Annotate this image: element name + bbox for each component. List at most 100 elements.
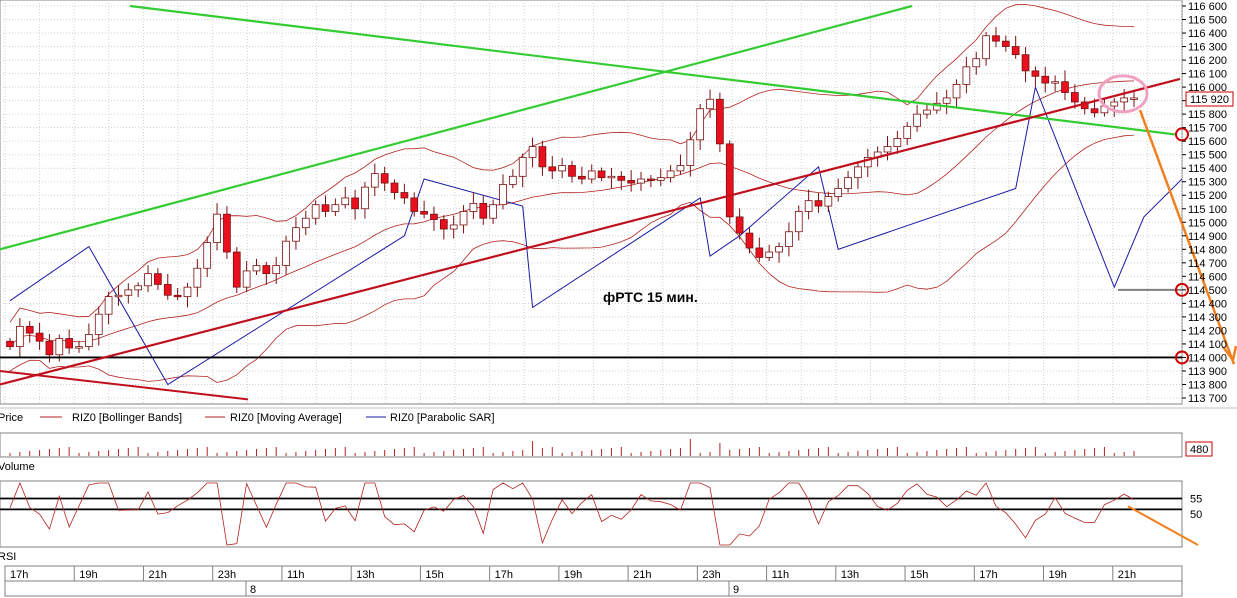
rsi-pane[interactable] bbox=[0, 480, 1183, 548]
candle-body bbox=[124, 289, 133, 296]
time-hour-label: 17h bbox=[979, 569, 997, 581]
time-hour-label: 21h bbox=[148, 569, 166, 581]
candle-body bbox=[932, 102, 941, 111]
candle-body bbox=[479, 202, 488, 219]
candle-body bbox=[735, 216, 744, 234]
candle-body bbox=[341, 197, 350, 206]
candle-body bbox=[962, 66, 971, 85]
candle-body bbox=[617, 175, 626, 181]
candle-body bbox=[1041, 75, 1050, 84]
candle-body bbox=[301, 217, 310, 229]
candle-body bbox=[942, 97, 951, 104]
price-tick-label: 116 100 bbox=[1188, 69, 1227, 81]
candle-body bbox=[104, 296, 113, 315]
candle-body bbox=[854, 166, 862, 179]
candle-body bbox=[35, 332, 44, 342]
price-tick-label: 116 200 bbox=[1188, 55, 1227, 67]
forecast-arrow bbox=[1138, 109, 1236, 365]
candle-body bbox=[1061, 81, 1069, 93]
bollinger-upper bbox=[9, 4, 1135, 323]
price-tick-label: 113 900 bbox=[1188, 366, 1227, 378]
candle-body bbox=[232, 251, 241, 288]
price-tick-label: 115 500 bbox=[1188, 150, 1227, 162]
time-hour-label: 17h bbox=[495, 569, 513, 581]
candle-body bbox=[390, 182, 399, 193]
candle-body bbox=[913, 113, 921, 127]
price-tick-label: 115 400 bbox=[1188, 163, 1227, 175]
last-volume-box bbox=[1185, 441, 1213, 457]
time-hour-label: 11h bbox=[287, 569, 305, 581]
candle-body bbox=[1001, 40, 1010, 47]
candle-body bbox=[439, 219, 448, 230]
last-price-box bbox=[1185, 91, 1234, 107]
price-tick-label: 116 300 bbox=[1188, 42, 1227, 54]
candle-body bbox=[982, 35, 990, 60]
candle-body bbox=[1031, 70, 1040, 77]
candle-body bbox=[804, 200, 813, 212]
candle-body bbox=[203, 242, 212, 269]
candle-body bbox=[725, 143, 734, 218]
candle-body bbox=[193, 267, 202, 288]
parabolic-sar-line bbox=[9, 85, 1182, 386]
price-tick-label: 114 000 bbox=[1188, 352, 1227, 364]
price-pane[interactable] bbox=[0, 0, 1183, 405]
time-day-label: 8 bbox=[250, 584, 256, 596]
candle-body bbox=[716, 98, 724, 145]
time-hour-label: 17h bbox=[10, 569, 28, 581]
candle-body bbox=[144, 273, 152, 287]
candle-body bbox=[154, 273, 162, 285]
candle-body bbox=[55, 338, 64, 356]
candle-body bbox=[745, 232, 754, 249]
chart-annotation: фРТС 15 мин. bbox=[603, 289, 698, 305]
red-trendline-lower bbox=[0, 369, 249, 401]
candle-body bbox=[824, 196, 833, 207]
candle-body bbox=[489, 204, 497, 219]
price-tick-label: 114 300 bbox=[1188, 312, 1227, 324]
price-tick-label: 115 300 bbox=[1188, 177, 1227, 189]
candle-body bbox=[272, 265, 281, 275]
price-tick-label: 115 700 bbox=[1188, 123, 1227, 135]
level-marker-circle bbox=[1175, 350, 1189, 365]
legend-bollinger: RIZ0 [Bollinger Bands] bbox=[72, 412, 182, 424]
time-hour-label: 11h bbox=[772, 569, 790, 581]
candle-body bbox=[518, 156, 527, 177]
candle-body bbox=[1090, 108, 1099, 114]
candle-body bbox=[627, 179, 636, 184]
drawn-trendlines bbox=[0, 4, 1237, 401]
volume-pane-title: Volume bbox=[0, 461, 35, 473]
legend-parabolic-sar: RIZ0 [Parabolic SAR] bbox=[390, 412, 495, 424]
candle-body bbox=[380, 173, 389, 184]
candle-body bbox=[1110, 101, 1119, 107]
candle-body bbox=[706, 98, 714, 110]
candle-body bbox=[893, 138, 902, 147]
time-hour-label: 13h bbox=[356, 569, 374, 581]
candle-body bbox=[420, 211, 428, 215]
time-hour-label: 13h bbox=[841, 569, 859, 581]
candle-body bbox=[45, 340, 54, 356]
candle-body bbox=[785, 231, 793, 248]
time-hour-label: 21h bbox=[633, 569, 651, 581]
price-tick-label: 114 600 bbox=[1188, 271, 1227, 283]
rsi-pane-title: RSI bbox=[0, 551, 16, 563]
candle-body bbox=[134, 285, 143, 291]
candle-body bbox=[351, 197, 359, 210]
price-tick-label: 115 100 bbox=[1188, 204, 1227, 216]
candle-body bbox=[173, 294, 182, 298]
candle-body bbox=[1130, 97, 1138, 100]
price-tick-label: 114 400 bbox=[1188, 298, 1227, 310]
candle-body bbox=[114, 294, 123, 298]
candle-body bbox=[75, 346, 83, 349]
candle-body bbox=[883, 146, 892, 153]
candle-body bbox=[903, 125, 912, 139]
candle-body bbox=[25, 325, 34, 334]
price-tick-label: 116 600 bbox=[1188, 1, 1227, 13]
candle-body bbox=[538, 146, 547, 168]
highlight-ellipse bbox=[1097, 74, 1149, 114]
candle-body bbox=[834, 188, 843, 197]
price-tick-label: 114 700 bbox=[1188, 258, 1227, 270]
price-tick-label: 115 800 bbox=[1188, 109, 1227, 121]
candle-body bbox=[1051, 81, 1059, 84]
candle-body bbox=[499, 184, 507, 206]
green-trendline-falling bbox=[129, 4, 1176, 136]
